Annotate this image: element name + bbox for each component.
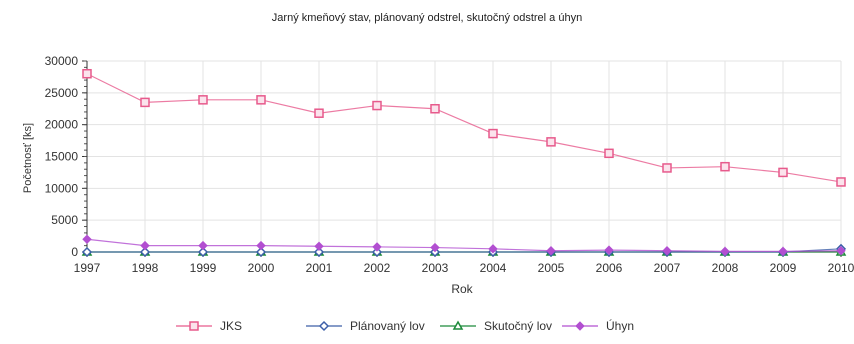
x-tick-label: 2001 bbox=[306, 261, 333, 275]
data-point bbox=[256, 95, 266, 105]
data-point bbox=[546, 137, 556, 147]
series-line bbox=[86, 73, 842, 183]
legend-marker bbox=[189, 321, 199, 331]
data-point bbox=[82, 234, 92, 244]
x-tick-label: 1999 bbox=[190, 261, 217, 275]
chart-title: Jarný kmeňový stav, plánovaný odstrel, s… bbox=[272, 12, 582, 24]
y-tick-label: 5000 bbox=[51, 213, 78, 227]
x-tick-label: 2008 bbox=[712, 261, 739, 275]
data-point bbox=[256, 240, 266, 251]
x-tick-label: 2007 bbox=[654, 261, 681, 275]
y-axis-label: Početnosť [ks] bbox=[22, 123, 34, 193]
data-point bbox=[82, 68, 92, 79]
series-jks bbox=[82, 68, 846, 187]
series-úhyn bbox=[82, 234, 846, 257]
data-point bbox=[488, 244, 498, 254]
data-point bbox=[836, 177, 846, 187]
data-point bbox=[371, 246, 383, 258]
data-point bbox=[720, 161, 730, 172]
x-tick-label: 2003 bbox=[422, 261, 449, 275]
legend-label: Úhyn bbox=[606, 318, 634, 333]
y-tick-label: 0 bbox=[71, 245, 78, 259]
data-point bbox=[140, 240, 150, 251]
data-point bbox=[139, 246, 151, 258]
x-tick-label: 2002 bbox=[364, 261, 391, 275]
data-point bbox=[430, 104, 440, 114]
x-tick-label: 2006 bbox=[596, 261, 623, 275]
data-point bbox=[313, 246, 325, 258]
data-point bbox=[604, 245, 614, 255]
axis-layer: 1997 1998 1999 2000 2001 2002 2003 2004 2005 2006… bbox=[45, 54, 854, 275]
legend-item: Plánovaný lov bbox=[306, 319, 425, 333]
x-tick-label: 2000 bbox=[248, 261, 275, 275]
legend-label: JKS bbox=[220, 319, 242, 333]
legend-label: Skutočný lov bbox=[484, 319, 552, 333]
y-tick-label: 25000 bbox=[45, 86, 79, 100]
x-tick-label: 1998 bbox=[132, 261, 159, 275]
legend-item: Skutočný lov bbox=[440, 319, 552, 333]
x-axis-label: Rok bbox=[451, 282, 473, 296]
data-point bbox=[197, 246, 209, 258]
data-point bbox=[836, 246, 846, 256]
data-point bbox=[778, 246, 788, 257]
legend-marker bbox=[452, 320, 464, 330]
legend: JKS Plánovaný lov Skutočný lov Úhyn bbox=[176, 318, 634, 333]
y-tick-label: 10000 bbox=[45, 181, 79, 195]
data-point bbox=[778, 167, 788, 178]
data-point bbox=[372, 100, 382, 111]
y-tick-label: 15000 bbox=[45, 150, 79, 164]
x-tick-label: 2009 bbox=[770, 261, 797, 275]
data-point bbox=[720, 246, 730, 257]
data-point bbox=[546, 246, 556, 256]
x-tick-label: 2010 bbox=[828, 261, 854, 275]
series-line bbox=[86, 238, 842, 252]
data-point bbox=[255, 246, 267, 258]
data-point bbox=[604, 148, 614, 159]
data-point bbox=[81, 246, 93, 258]
series-plánovaný-lov bbox=[81, 243, 847, 258]
data-point bbox=[662, 246, 672, 256]
data-point bbox=[662, 163, 672, 173]
x-tick-label: 1997 bbox=[74, 261, 101, 275]
data-point bbox=[140, 97, 150, 108]
x-tick-label: 2005 bbox=[538, 261, 565, 275]
data-point bbox=[488, 128, 498, 139]
legend-item: JKS bbox=[176, 319, 242, 333]
data-point bbox=[372, 242, 382, 252]
x-tick-label: 2004 bbox=[480, 261, 507, 275]
data-point bbox=[198, 95, 208, 105]
legend-marker bbox=[318, 320, 330, 332]
data-point bbox=[430, 242, 440, 253]
series-line bbox=[87, 248, 842, 253]
data-point bbox=[314, 241, 324, 251]
legend-item: Úhyn bbox=[562, 318, 634, 333]
series-layer bbox=[81, 68, 847, 258]
data-point bbox=[198, 240, 208, 251]
grid-layer bbox=[86, 60, 842, 253]
legend-label: Plánovaný lov bbox=[350, 319, 425, 333]
y-tick-label: 20000 bbox=[45, 118, 79, 132]
y-tick-label: 30000 bbox=[45, 54, 79, 68]
legend-marker bbox=[575, 321, 585, 331]
data-point bbox=[314, 108, 324, 118]
